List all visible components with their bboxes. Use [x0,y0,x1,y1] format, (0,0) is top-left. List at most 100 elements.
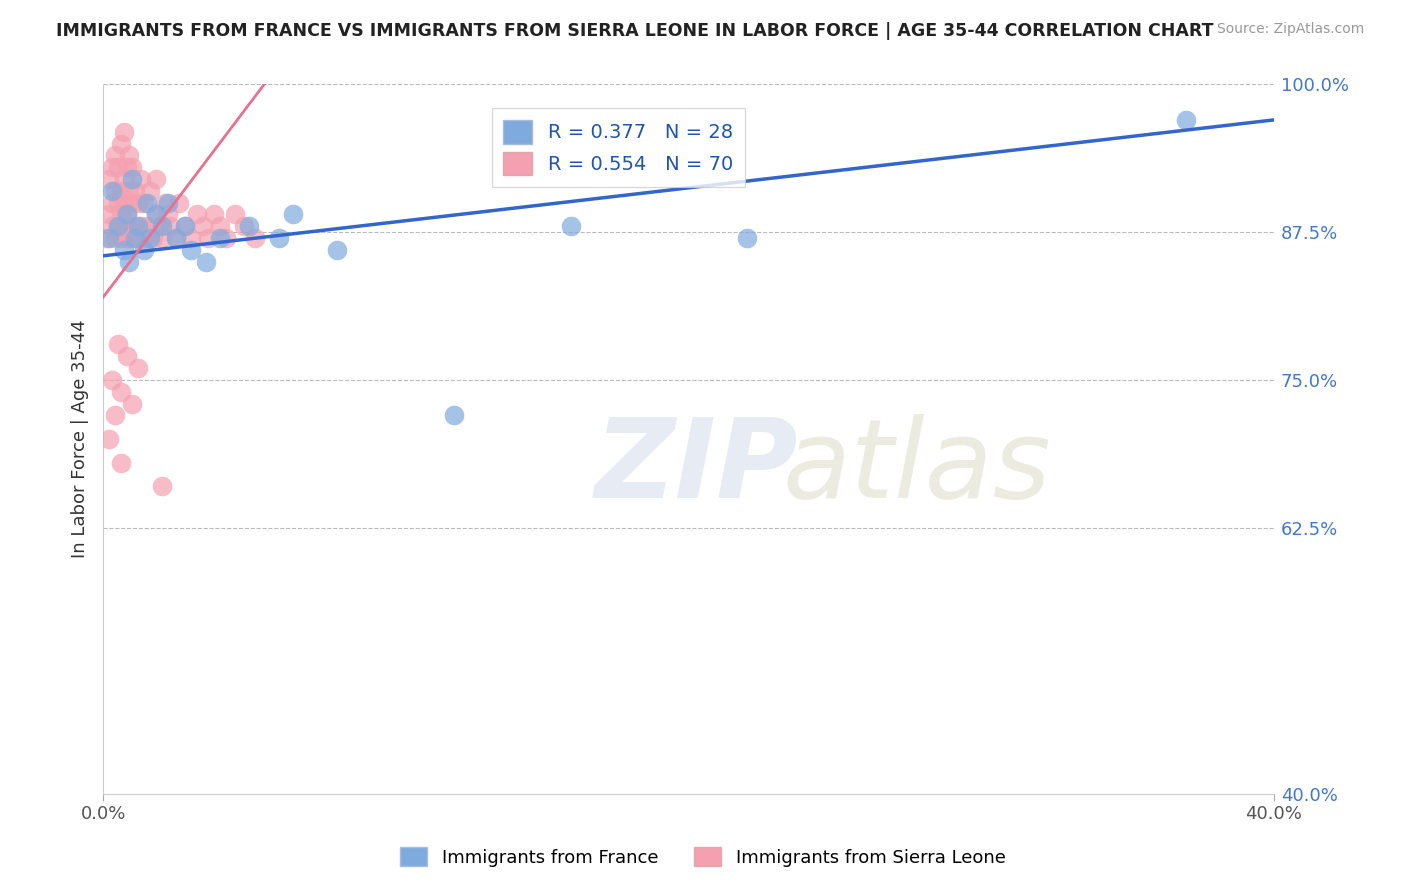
Point [197,231,219,245]
Point [283,207,305,221]
Point [224,207,246,221]
Point [186,207,208,221]
Point [129,219,152,234]
Point [167,195,190,210]
Point [136,195,159,210]
Legend: R = 0.377   N = 28, R = 0.554   N = 70: R = 0.377 N = 28, R = 0.554 N = 70 [492,108,745,187]
Point [110,456,132,470]
Point [121,231,143,245]
Point [98,207,121,221]
Point [107,160,129,174]
Point [112,195,135,210]
Point [104,231,127,245]
Point [124,184,146,198]
Point [174,219,197,234]
Point [94,231,117,245]
Point [104,409,127,423]
Point [159,219,181,234]
Point [107,219,129,234]
Point [110,231,132,245]
Point [127,361,149,376]
Point [110,184,132,198]
Point [110,136,132,151]
Point [136,219,159,234]
Point [209,231,232,245]
Point [127,231,149,245]
Text: Source: ZipAtlas.com: Source: ZipAtlas.com [1216,22,1364,37]
Point [326,243,349,257]
Point [101,373,124,387]
Point [150,479,173,493]
Point [165,231,187,245]
Point [142,231,165,245]
Point [107,337,129,351]
Point [148,219,170,234]
Point [107,219,129,234]
Point [115,207,138,221]
Point [245,231,267,245]
Legend: Immigrants from France, Immigrants from Sierra Leone: Immigrants from France, Immigrants from … [394,840,1012,874]
Point [191,219,214,234]
Point [156,195,179,210]
Point [209,219,232,234]
Point [112,125,135,139]
Y-axis label: In Labor Force | Age 35-44: In Labor Force | Age 35-44 [72,319,89,558]
Point [215,231,238,245]
Point [121,396,143,410]
Point [104,148,127,162]
Point [127,195,149,210]
Point [145,207,167,221]
Point [150,231,173,245]
Point [118,184,141,198]
Point [118,254,141,268]
Point [101,195,124,210]
Point [121,172,143,186]
Point [115,231,138,245]
Point [145,207,167,221]
Point [139,184,162,198]
Point [110,384,132,399]
Point [112,172,135,186]
Point [443,409,465,423]
Point [132,195,155,210]
Point [104,184,127,198]
Point [107,195,129,210]
Point [238,219,260,234]
Point [150,219,173,234]
Point [110,207,132,221]
Point [127,219,149,234]
Point [101,184,124,198]
Point [156,207,179,221]
Point [735,231,758,245]
Point [145,172,167,186]
Point [1175,112,1198,127]
Point [132,243,155,257]
Text: atlas: atlas [782,414,1050,521]
Point [121,160,143,174]
Point [98,231,121,245]
Point [174,219,197,234]
Point [153,195,176,210]
Point [118,148,141,162]
Point [194,254,217,268]
Point [202,207,225,221]
Point [180,243,202,257]
Point [118,219,141,234]
Point [132,231,155,245]
Point [115,207,138,221]
Point [115,160,138,174]
Point [560,219,582,234]
Point [124,231,146,245]
Text: IMMIGRANTS FROM FRANCE VS IMMIGRANTS FROM SIERRA LEONE IN LABOR FORCE | AGE 35-4: IMMIGRANTS FROM FRANCE VS IMMIGRANTS FRO… [56,22,1213,40]
Point [129,172,152,186]
Point [121,195,143,210]
Point [112,243,135,257]
Point [98,172,121,186]
Point [232,219,254,234]
Text: ZIP: ZIP [595,414,799,521]
Point [267,231,290,245]
Point [101,160,124,174]
Point [115,349,138,363]
Point [98,432,121,446]
Point [124,219,146,234]
